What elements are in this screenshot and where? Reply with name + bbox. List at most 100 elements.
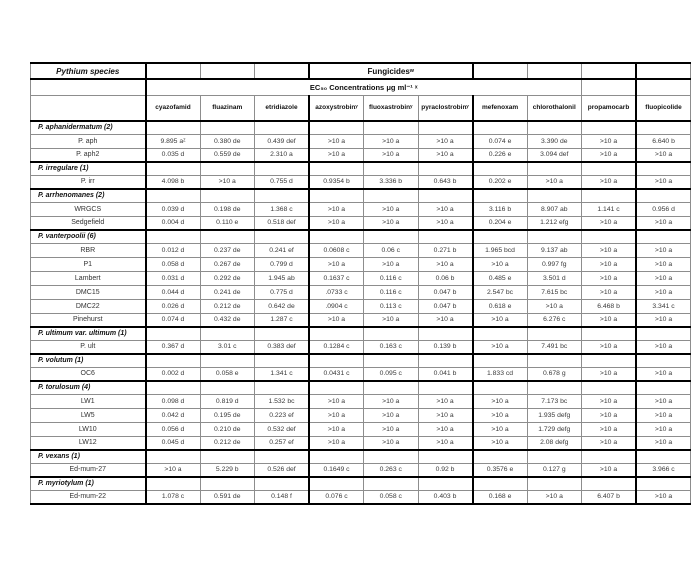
ec50-value-cell: >10 a [417,407,474,423]
ec50-value-cell: 3.966 c [635,462,692,478]
isolate-row-ed-mum-27: Ed-mum-27 >10 a 5.229 b 0.526 def 0.1649 c 0.… [30,462,692,478]
species-group-row: P. ultimum var. ultimum (1) [30,326,692,341]
empty-group-cell [254,120,310,135]
empty-header-cell [30,78,147,96]
ec50-value-cell: 0.047 b [417,298,474,314]
ec50-value-cell: >10 a [472,407,528,423]
empty-group-cell [308,229,364,244]
ec50-value-cell: >10 a [581,312,638,328]
species-group-row: P. volutum (1) [30,353,692,368]
ec50-value-cell: 6.468 b [581,298,638,314]
fungicide-ec50-table: Pythium species Fungicidesʷ EC₅₀ Concent… [30,62,692,505]
isolate-name: LW5 [30,407,147,423]
isolate-name: P. irr [30,174,147,190]
column-header-propamocarb: propamocarb [581,94,638,122]
ec50-value-cell: 0.110 e [199,215,255,231]
empty-group-cell [363,353,419,368]
ec50-value-cell: >10 a [417,393,474,409]
isolate-name: WRGCS [30,201,147,217]
column-header-pyraclostrobin: pyraclostrobinʸ [417,94,474,122]
ec50-value-cell: 5.229 b [199,462,255,478]
species-group-label-p-aphanidermatum-2: P. aphanidermatum (2) [30,120,147,135]
species-group-row: P. myriotylum (1) [30,476,692,491]
ec50-value-cell: >10 a [417,215,474,231]
ec50-value-cell: 7.615 bc [526,284,583,300]
ec50-value-cell: 0.271 b [417,242,474,258]
empty-group-cell [308,326,364,341]
empty-header-cell [581,62,638,80]
ec50-value-cell: >10 a [581,366,638,382]
empty-group-cell [635,476,692,491]
empty-group-cell [199,380,255,395]
empty-group-cell [581,229,638,244]
ec50-value-cell: 0.432 de [199,312,255,328]
ec50-value-cell: 0.074 e [472,133,528,149]
ec50-value-cell: 0.956 d [635,201,692,217]
ec50-value-cell: .0904 c [308,298,364,314]
ec50-value-cell: 0.292 de [199,270,255,286]
empty-group-cell [363,476,419,491]
ec50-value-cell: >10 a [635,215,692,231]
empty-group-cell [145,188,201,203]
ec50-value-cell: >10 a [363,393,419,409]
ec50-value-cell: >10 a [526,489,583,505]
empty-group-cell [472,380,528,395]
ec50-value-cell: 6.276 c [526,312,583,328]
column-header-azoxystrobin: azoxystrobinʸ [308,94,364,122]
species-group-label-p-myriotylum-1: P. myriotylum (1) [30,476,147,491]
species-group-row: P. arrhenomanes (2) [30,188,692,203]
isolate-row-pinehurst: Pinehurst 0.074 d 0.432 de 1.287 c >10 a >10 … [30,312,692,328]
isolate-row-lw12: LW12 0.045 d 0.212 de 0.257 ef >10 a >10 a >10… [30,435,692,451]
empty-group-cell [254,161,310,176]
ec50-value-cell: 0.799 d [254,256,310,272]
ec50-value-cell: 0.212 de [199,298,255,314]
empty-group-cell [199,229,255,244]
empty-group-cell [417,161,474,176]
isolate-name: DMC22 [30,298,147,314]
ec50-value-cell: 2.08 defg [526,435,583,451]
ec50-value-cell: 0.241 ef [254,242,310,258]
empty-group-cell [363,188,419,203]
ec50-value-cell: 0.076 c [308,489,364,505]
ec50-value-cell: >10 a [635,421,692,437]
ec50-value-cell: >10 a [308,421,364,437]
ec50-value-cell: >10 a [581,435,638,451]
ec50-value-cell: 0.058 d [145,256,201,272]
ec50-value-cell: 1.945 ab [254,270,310,286]
empty-group-cell [581,476,638,491]
ec50-value-cell: 0.168 e [472,489,528,505]
ec50-value-cell: >10 a [635,393,692,409]
empty-group-cell [199,353,255,368]
empty-group-cell [526,161,583,176]
empty-group-cell [308,449,364,464]
empty-group-cell [472,229,528,244]
isolate-row-lw5: LW5 0.042 d 0.195 de 0.223 ef >10 a >10 a >10 … [30,407,692,423]
ec50-value-cell: 0.012 d [145,242,201,258]
ec50-value-cell: 6.407 b [581,489,638,505]
ec50-value-cell: 0.044 d [145,284,201,300]
empty-group-cell [526,353,583,368]
ec50-value-cell: 1.965 bcd [472,242,528,258]
isolate-name: P1 [30,256,147,272]
empty-group-cell [472,161,528,176]
ec50-value-cell: 0.618 e [472,298,528,314]
ec50-value-cell: >10 a [199,174,255,190]
species-header-spacer-cell [30,94,147,122]
ec50-value-cell: 0.195 de [199,407,255,423]
empty-group-cell [472,326,528,341]
ec50-value-cell: >10 a [472,393,528,409]
ec50-value-cell: >10 a [581,242,638,258]
ec50-value-cell: 0.485 e [472,270,528,286]
empty-group-cell [145,161,201,176]
ec50-value-cell: 0.3576 e [472,462,528,478]
ec50-value-cell: 0.518 def [254,215,310,231]
ec50-value-cell: 0.0608 c [308,242,364,258]
isolate-name: P. aph [30,133,147,149]
isolate-name: Pinehurst [30,312,147,328]
empty-group-cell [254,449,310,464]
ec50-value-cell: 0.204 e [472,215,528,231]
species-group-row: P. aphanidermatum (2) [30,120,692,135]
ec50-value-cell: 1.935 defg [526,407,583,423]
empty-group-cell [526,476,583,491]
